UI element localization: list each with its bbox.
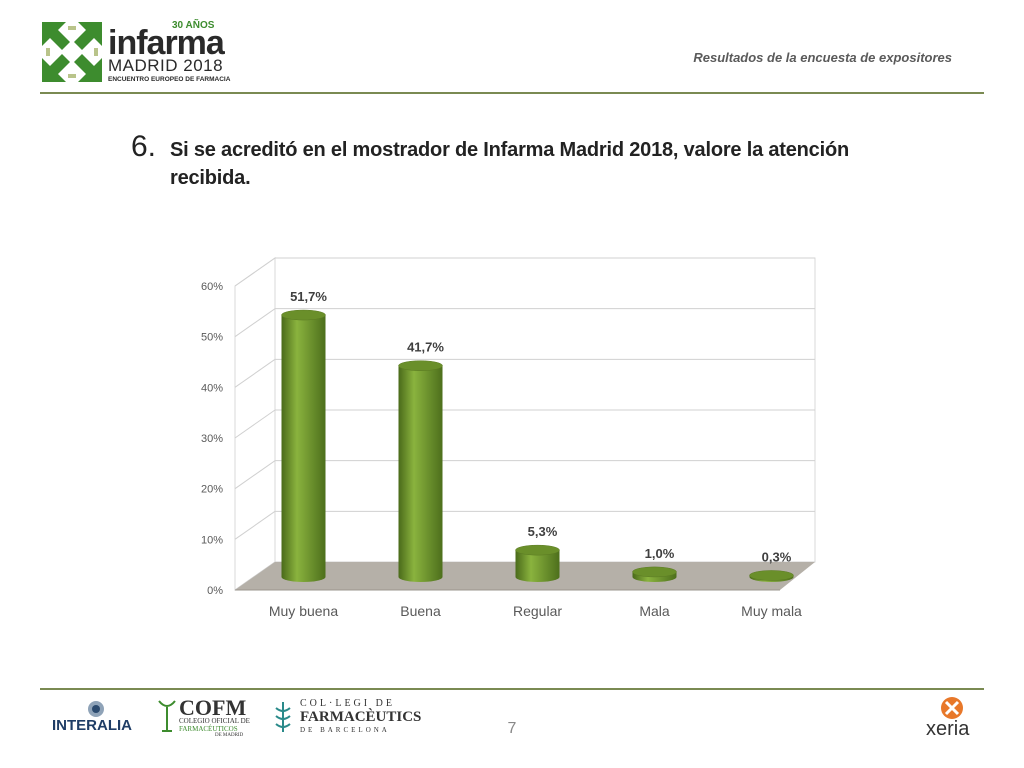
bar-top (515, 544, 560, 556)
x-tick-label: Regular (513, 603, 562, 619)
data-label: 5,3% (528, 524, 558, 539)
header-divider (40, 92, 984, 94)
cofb-logo: COL·LEGI DE FARMACÈUTICS DE BARCELONA (270, 698, 421, 738)
bar (515, 544, 560, 582)
bar-body (515, 550, 560, 582)
bar-body (398, 365, 443, 582)
question-text: Si se acreditó en el mostrador de Infarm… (170, 139, 849, 189)
bar-top (398, 360, 443, 371)
x-tick-label: Muy buena (269, 603, 338, 619)
data-label: 1,0% (645, 546, 675, 561)
logo-city-year: MADRID 2018 (108, 56, 224, 75)
gridline-side (234, 460, 276, 490)
gridline-side (234, 308, 276, 338)
y-tick-label: 30% (201, 433, 223, 445)
y-tick-label: 0% (207, 585, 223, 597)
x-tick-label: Muy mala (741, 603, 802, 619)
data-label: 51,7% (290, 289, 327, 304)
bar-top (632, 566, 677, 578)
question-number: 6. (131, 130, 157, 163)
interalia-emblem-icon (88, 701, 104, 717)
y-tick-label: 20% (201, 484, 223, 496)
logo-brand: infarma (108, 24, 225, 62)
x-tick-label: Mala (639, 603, 670, 619)
cofb-line2: FARMACÈUTICS (300, 709, 422, 725)
gridline-side (234, 409, 276, 439)
bar-body (281, 315, 326, 582)
xeria-logo: xeria (920, 696, 986, 742)
bar-chart: 0% 10% 20% 30% 40% 50% 60% 51,7% 41,7% 5,3% 1,0% 0… (201, 257, 816, 619)
interalia-wordmark: INTERALIA (52, 717, 132, 734)
cofb-line3: DE BARCELONA (300, 726, 390, 734)
pharmacy-cup-icon (158, 700, 176, 732)
gridline-side (234, 358, 276, 388)
logo-tagline: ENCUENTRO EUROPEO DE FARMACIA (108, 76, 231, 83)
gridline-side (234, 257, 276, 287)
data-label: 0,3% (762, 549, 792, 564)
bar (281, 309, 326, 582)
y-tick-label: 10% (201, 534, 223, 546)
infarma-logo-graphic (42, 22, 102, 82)
logo-anniversary: 30 AÑOS (172, 20, 215, 31)
bar-top (281, 309, 326, 321)
interalia-logo: INTERALIA (52, 700, 142, 736)
cofm-logo: COFM COLEGIO OFICIAL DE FARMACÉUTICOS DE… (155, 695, 255, 740)
y-tick-label: 60% (201, 281, 223, 293)
bar (632, 566, 677, 582)
data-label: 41,7% (407, 340, 444, 355)
header-subtitle: Resultados de la encuesta de expositores (693, 50, 952, 65)
y-tick-label: 40% (201, 382, 223, 394)
caduceus-icon (275, 702, 291, 732)
cofm-short: COFM (179, 695, 247, 720)
xeria-emblem-icon (941, 697, 963, 719)
bar (749, 570, 794, 582)
y-tick-label: 50% (201, 332, 223, 344)
xeria-wordmark: xeria (926, 718, 970, 740)
cofm-line3: DE MADRID (215, 733, 244, 738)
cofm-line1: COLEGIO OFICIAL DE (179, 717, 250, 725)
bar-top (749, 570, 794, 581)
infarma-logo: 30 AÑOS infarma MADRID 2018 ENCUENTRO EU… (40, 20, 250, 86)
cofm-line2: FARMACÉUTICOS (179, 725, 238, 733)
cofb-line1: COL·LEGI DE (300, 698, 395, 709)
bar (398, 360, 443, 582)
x-tick-label: Buena (400, 603, 441, 619)
footer-divider (40, 688, 984, 690)
page-number: 7 (507, 720, 517, 737)
gridline-side (234, 510, 276, 540)
